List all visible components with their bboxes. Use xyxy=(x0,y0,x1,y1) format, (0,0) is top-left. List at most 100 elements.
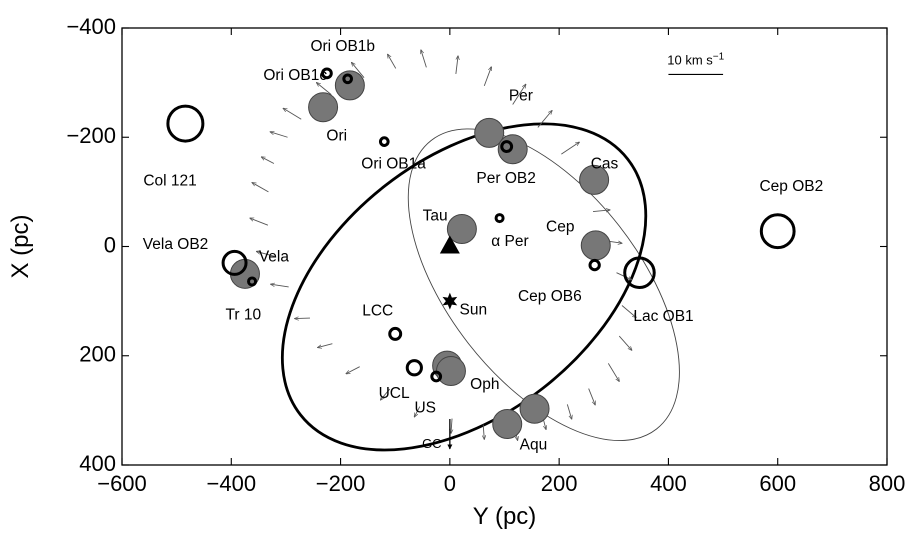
object-label: Ori OB1c xyxy=(263,67,327,84)
open-circle xyxy=(588,258,601,272)
ellipse-layer xyxy=(280,122,680,452)
filled-circle xyxy=(474,117,505,148)
velocity-arrow xyxy=(252,183,269,193)
label-layer: GC Ori OB1b Ori OB1c Ori Col 121 Ori OB1a Per P… xyxy=(143,38,823,453)
velocity-arrow xyxy=(592,210,610,212)
filled-circle xyxy=(579,164,610,195)
open-circle xyxy=(405,359,423,377)
object-label: US xyxy=(414,399,436,416)
x-tick-label: 600 xyxy=(759,471,796,496)
velocity-arrow xyxy=(483,67,491,87)
open-circle xyxy=(342,73,353,85)
x-tick-label: 200 xyxy=(541,471,578,496)
object-label: Aqu xyxy=(520,436,548,453)
open-circle xyxy=(321,67,333,80)
x-tick-label: −400 xyxy=(207,471,257,496)
velocity-arrow xyxy=(588,388,596,405)
y-tick-label: 0 xyxy=(104,232,116,257)
y-tick-label: −400 xyxy=(66,14,116,39)
velocity-arrow xyxy=(621,305,636,317)
open-circle xyxy=(500,140,514,153)
thin-ellipse xyxy=(407,128,680,441)
object-label: Per OB2 xyxy=(476,170,535,187)
velocity-arrow xyxy=(421,50,427,68)
velocity-arrow xyxy=(283,108,302,120)
filled-circle xyxy=(492,409,523,440)
velocity-arrow xyxy=(346,366,360,374)
filled-circle xyxy=(580,230,611,261)
y-axis-title: X (pc) xyxy=(7,214,34,278)
object-label: Per xyxy=(509,87,533,104)
open-circle xyxy=(247,276,258,287)
velocity-arrow xyxy=(537,110,552,128)
velocity-arrow xyxy=(483,424,484,440)
axes-layer: −600 −400 −200 0 200 400 600 800 −400 −200 0 200 400… xyxy=(7,14,905,530)
filled-circle xyxy=(446,214,477,245)
object-label: Vela OB2 xyxy=(143,236,209,253)
velocity-arrow xyxy=(561,142,579,155)
velocity-arrow xyxy=(318,343,333,348)
object-label: Oph xyxy=(470,376,499,393)
object-label: Sun xyxy=(460,302,488,319)
y-tick-label: 200 xyxy=(79,342,116,367)
open-circle xyxy=(166,104,205,143)
open-circle xyxy=(759,213,796,250)
object-label: Cep OB2 xyxy=(759,178,823,195)
object-label: Cas xyxy=(591,156,619,173)
velocity-arrow xyxy=(256,251,275,257)
x-tick-label: 0 xyxy=(444,471,456,496)
thick-ellipse xyxy=(280,122,648,452)
velocity-arrow xyxy=(295,318,310,319)
open-circle xyxy=(221,249,248,276)
x-tick-label: −200 xyxy=(316,471,366,496)
y-tick-label: 400 xyxy=(79,451,116,476)
velocity-arrow xyxy=(261,157,275,164)
x-tick-label: −600 xyxy=(97,471,147,496)
marker-layer xyxy=(439,235,460,450)
object-label: Ori OB1b xyxy=(310,38,375,55)
open-circle xyxy=(378,136,390,147)
velocity-arrow xyxy=(618,335,632,350)
filled-circle-layer xyxy=(229,70,611,440)
object-label: LCC xyxy=(362,303,393,320)
scale-bar-label: 10 km s−1 xyxy=(667,51,724,67)
velocity-arrow xyxy=(271,284,289,288)
object-label: Col 121 xyxy=(143,173,196,190)
velocity-arrow xyxy=(250,218,269,226)
y-tick-label: −200 xyxy=(66,123,116,148)
velocity-arrow xyxy=(388,54,397,69)
object-label: Cep xyxy=(546,218,574,235)
filled-circle xyxy=(308,92,339,123)
open-circle xyxy=(494,213,505,224)
open-circle xyxy=(430,370,443,383)
triangle-marker xyxy=(439,235,460,254)
object-label: Vela xyxy=(259,249,290,266)
sun-star-icon xyxy=(442,292,458,310)
object-label: Ori xyxy=(326,127,347,144)
x-tick-label: 400 xyxy=(650,471,687,496)
velocity-arrow xyxy=(566,404,571,419)
object-label: Lac OB1 xyxy=(633,308,693,325)
x-axis-title: Y (pc) xyxy=(473,503,537,530)
open-circle-layer xyxy=(166,67,796,383)
open-circle xyxy=(623,256,656,289)
object-label: Cep OB6 xyxy=(518,288,582,305)
filled-circle xyxy=(435,356,466,387)
velocity-arrow xyxy=(455,56,458,74)
velocity-arrow xyxy=(451,418,452,434)
gc-label: GC xyxy=(422,436,442,451)
object-label: Tau xyxy=(423,208,448,225)
velocity-arrow xyxy=(380,388,391,400)
open-circle xyxy=(388,326,403,341)
object-label: Tr 10 xyxy=(226,306,262,323)
velocity-arrow xyxy=(607,363,619,381)
object-label: α Per xyxy=(491,233,528,250)
x-tick-label: 800 xyxy=(869,471,906,496)
object-label: UCL xyxy=(379,385,410,402)
velocity-arrow xyxy=(317,83,332,95)
object-label: Ori OB1a xyxy=(361,156,426,173)
velocity-arrow xyxy=(270,132,288,138)
velocity-arrow xyxy=(414,406,421,417)
velocity-arrow xyxy=(352,62,365,78)
